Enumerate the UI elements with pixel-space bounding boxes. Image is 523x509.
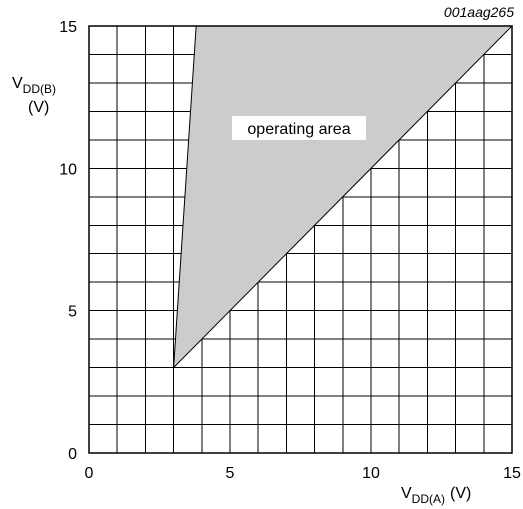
area-label-background	[232, 116, 366, 140]
x-axis-title-unit: (V)	[450, 485, 471, 502]
figure-reference: 001aag265	[444, 4, 514, 20]
y-tick-label: 5	[68, 304, 77, 321]
x-tick-label: 10	[362, 465, 380, 482]
y-axis-unit: (V)	[28, 99, 49, 116]
x-axis-title-main: V	[401, 485, 412, 502]
y-axis-title: VDD(B)	[12, 75, 56, 96]
x-axis-title: VDD(A) (V)	[401, 485, 471, 506]
area-label: operating area	[247, 121, 350, 138]
y-tick-label: 0	[68, 446, 77, 463]
y-axis-title-subscript: DD(B)	[23, 82, 56, 96]
y-tick-labels: 0 5 10 15	[59, 19, 77, 463]
x-tick-label: 15	[503, 465, 521, 482]
y-tick-label: 15	[59, 19, 77, 36]
x-tick-labels: 0 5 10 15	[85, 465, 521, 482]
x-axis-title-subscript: DD(A)	[412, 492, 445, 506]
x-tick-label: 0	[85, 465, 94, 482]
y-axis-title-main: V	[12, 75, 23, 92]
x-tick-label: 5	[226, 465, 235, 482]
plot-frame	[88, 25, 513, 454]
plot-border	[88, 25, 513, 454]
y-tick-label: 10	[59, 161, 77, 178]
